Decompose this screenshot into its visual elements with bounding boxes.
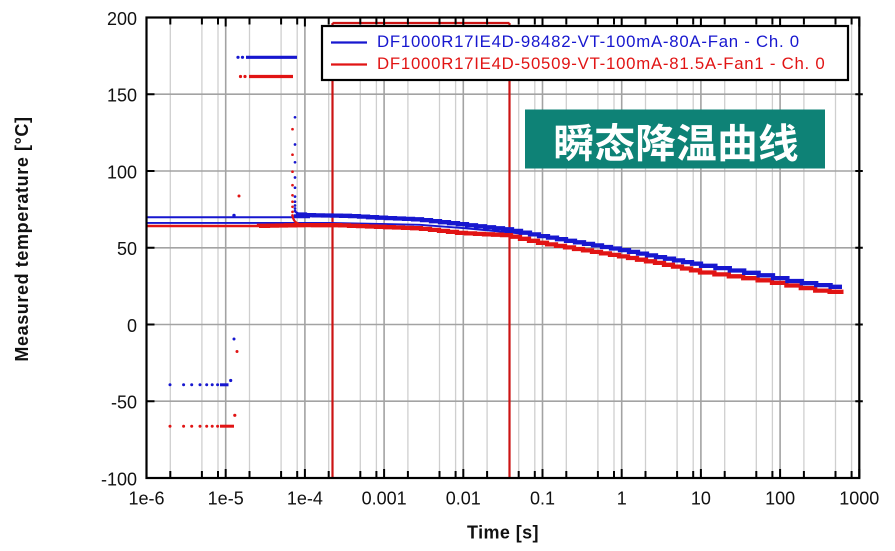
svg-text:0.001: 0.001 xyxy=(362,489,407,509)
svg-text:1e-4: 1e-4 xyxy=(287,489,323,509)
svg-text:0.01: 0.01 xyxy=(446,489,481,509)
svg-text:150: 150 xyxy=(107,86,137,106)
svg-text:200: 200 xyxy=(107,9,137,29)
svg-text:1e-6: 1e-6 xyxy=(128,489,164,509)
svg-text:Time [s]: Time [s] xyxy=(467,523,539,543)
svg-text:-100: -100 xyxy=(101,469,137,489)
svg-text:DF1000R17IE4D-50509-VT-100mA-8: DF1000R17IE4D-50509-VT-100mA-81.5A-Fan1 … xyxy=(377,54,825,73)
svg-text:50: 50 xyxy=(117,239,137,259)
svg-text:1: 1 xyxy=(617,489,627,509)
svg-text:10: 10 xyxy=(691,489,711,509)
svg-text:DF1000R17IE4D-98482-VT-100mA-8: DF1000R17IE4D-98482-VT-100mA-80A-Fan - C… xyxy=(377,32,800,51)
svg-text:0.1: 0.1 xyxy=(530,489,555,509)
svg-text:1000: 1000 xyxy=(839,489,879,509)
svg-text:100: 100 xyxy=(107,162,137,182)
svg-text:-50: -50 xyxy=(111,393,137,413)
svg-text:Measured temperature [°C]: Measured temperature [°C] xyxy=(12,116,32,361)
svg-text:1e-5: 1e-5 xyxy=(208,489,244,509)
svg-text:0: 0 xyxy=(127,316,137,336)
svg-text:100: 100 xyxy=(765,489,795,509)
